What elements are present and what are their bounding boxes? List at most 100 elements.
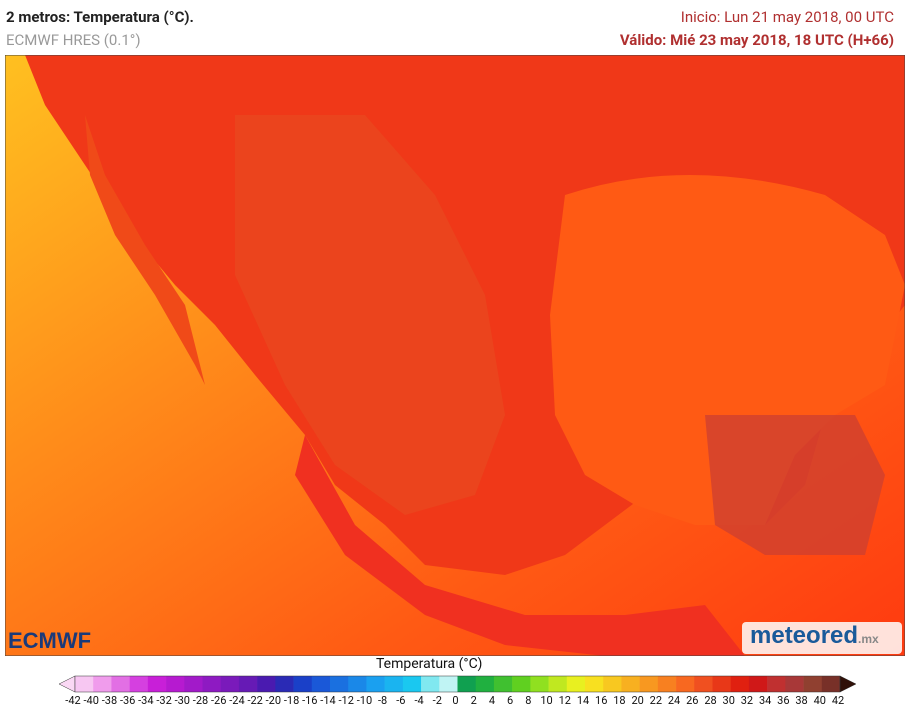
colorbar-cell <box>803 676 823 692</box>
colorbar-low <box>58 675 76 693</box>
colorbar-label: -6 <box>396 694 405 707</box>
colorbar-cell <box>293 676 313 692</box>
colorbar-cell <box>93 676 112 692</box>
colorbar-cell <box>676 676 695 692</box>
colorbar-label: -30 <box>175 694 190 707</box>
colorbar-label: 22 <box>650 694 662 707</box>
colorbar-label: -36 <box>120 694 135 707</box>
colorbar-cell <box>384 676 404 692</box>
colorbar-cell <box>512 676 531 692</box>
colorbar-label: -38 <box>102 694 117 707</box>
colorbar-cell <box>75 676 94 692</box>
colorbar-label: -20 <box>266 694 281 707</box>
colorbar-cell <box>220 676 240 692</box>
colorbar-cell <box>184 676 203 692</box>
colorbar-cell <box>129 676 149 692</box>
gulf <box>550 175 905 525</box>
colorbar-label: 8 <box>525 694 531 707</box>
colorbar-label: -4 <box>414 694 423 707</box>
colorbar-cell <box>166 676 185 692</box>
meteored-suffix: .mx <box>858 632 879 646</box>
colorbar-label: 18 <box>613 694 625 707</box>
meteored-text: meteored <box>750 622 859 649</box>
colorbar-cell <box>548 676 568 692</box>
colorbar-title: Temperatura (°C) <box>376 656 483 672</box>
colorbar-label: 32 <box>741 694 753 707</box>
colorbar-label: 28 <box>704 694 716 707</box>
colorbar-label: 10 <box>540 694 552 707</box>
plateau <box>235 115 505 515</box>
baja <box>85 115 205 385</box>
colorbar-cell <box>457 676 477 692</box>
colorbar-label: -40 <box>84 694 99 707</box>
colorbar-label: 30 <box>723 694 735 707</box>
colorbar-label: -16 <box>302 694 317 707</box>
init: Inicio: Lun 21 may 2018, 00 UTC <box>680 8 894 26</box>
colorbar-cell <box>475 676 495 692</box>
colorbar-label: -26 <box>211 694 226 707</box>
colorbar-label: -10 <box>357 694 372 707</box>
colorbar-cell <box>257 676 276 692</box>
colorbar-cell <box>821 676 841 692</box>
colorbar-cell <box>202 676 222 692</box>
colorbar-label: 12 <box>559 694 571 707</box>
colorbar-label: -24 <box>229 694 244 707</box>
colorbar-label: 40 <box>814 694 826 707</box>
colorbar-cell <box>330 676 349 692</box>
colorbar-label: 36 <box>777 694 789 707</box>
colorbar-label: -32 <box>156 694 171 707</box>
colorbar-label: 38 <box>795 694 807 707</box>
colorbar-label: 6 <box>507 694 513 707</box>
colorbar-cell <box>566 676 586 692</box>
title: 2 metros: Temperatura (°C). <box>6 8 194 26</box>
colorbar-label: 4 <box>489 694 495 707</box>
colorbar-cell <box>603 676 622 692</box>
colorbar-label: -28 <box>193 694 208 707</box>
colorbar-label: -42 <box>65 694 80 707</box>
colorbar-cell <box>730 676 750 692</box>
colorbar-label: 0 <box>452 694 458 707</box>
colorbar-cell <box>238 676 258 692</box>
colorbar-cell <box>493 676 513 692</box>
model: ECMWF HRES (0.1°) <box>6 31 141 49</box>
colorbar-cell <box>748 676 768 692</box>
colorbar-cell <box>530 676 549 692</box>
colorbar-label: 14 <box>577 694 589 707</box>
colorbar-cell <box>621 676 640 692</box>
colorbar-label: -8 <box>378 694 387 707</box>
ecmwf-text: ECMWF <box>8 628 92 653</box>
colorbar-label: 2 <box>471 694 477 707</box>
colorbar-cell <box>348 676 367 692</box>
colorbar-cell <box>639 676 659 692</box>
colorbar-label: 20 <box>631 694 643 707</box>
colorbar-label: 16 <box>595 694 607 707</box>
colorbar-cell <box>147 676 167 692</box>
map <box>5 55 905 656</box>
colorbar-cell <box>712 676 732 692</box>
colorbar-border <box>74 675 841 693</box>
colorbar-label: -18 <box>284 694 299 707</box>
yucatan <box>705 415 885 555</box>
colorbar-label: 24 <box>668 694 680 707</box>
colorbar-cell <box>657 676 677 692</box>
colorbar-label: -14 <box>320 694 335 707</box>
colorbar-label: 42 <box>832 694 844 707</box>
colorbar-label: 34 <box>759 694 771 707</box>
south-coast <box>295 435 745 656</box>
colorbar-label: -2 <box>433 694 442 707</box>
colorbar-cell <box>275 676 294 692</box>
colorbar-label: -12 <box>339 694 354 707</box>
colorbar-cell <box>585 676 604 692</box>
colorbar-label: 26 <box>686 694 698 707</box>
colorbar-cell <box>767 676 786 692</box>
colorbar-cell <box>421 676 440 692</box>
colorbar: -42 -40 -38 -36 -34 -32 -30 -28 -26 -24 -22 -20 -18-… <box>58 675 857 707</box>
colorbar-cell <box>366 676 385 692</box>
valid: Válido: Mié 23 may 2018, 18 UTC (H+66) <box>619 31 894 49</box>
colorbar-high <box>839 675 857 693</box>
colorbar-cell <box>402 676 422 692</box>
colorbar-cell <box>439 676 458 692</box>
colorbar-label: -22 <box>247 694 262 707</box>
colorbar-cell <box>785 676 804 692</box>
